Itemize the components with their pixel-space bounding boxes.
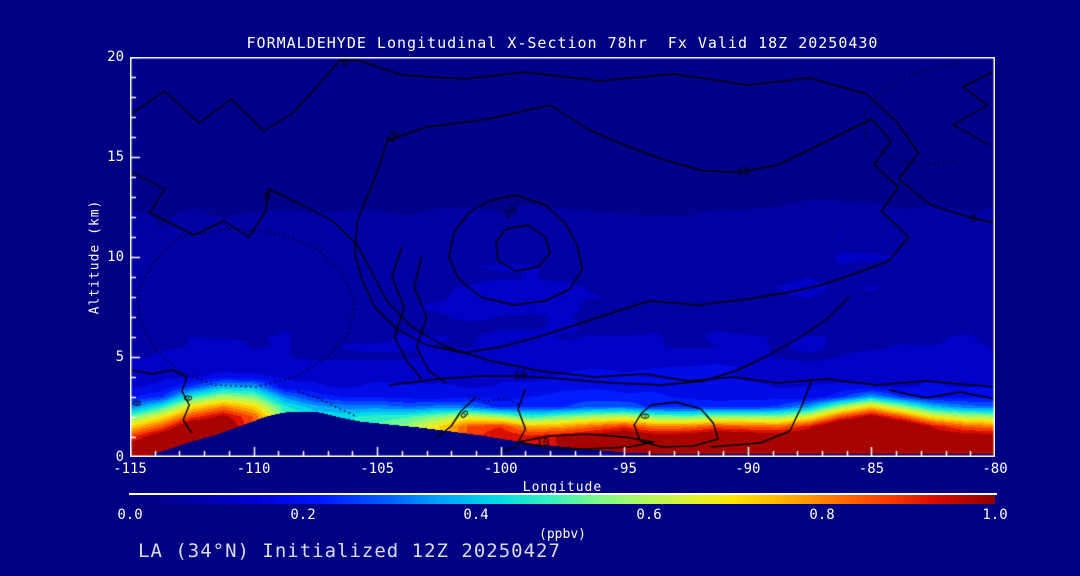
y-tick-label: 15 <box>107 149 124 165</box>
plot-area <box>130 57 995 457</box>
x-tick-label: -85 <box>858 461 885 477</box>
y-tick-label: 20 <box>107 49 124 65</box>
x-tick-label: -100 <box>483 461 518 477</box>
colorbar-top-rule <box>129 493 997 495</box>
colorbar-unit-label: (ppbv) <box>539 527 586 542</box>
y-tick-label: 10 <box>107 249 124 265</box>
x-tick-label: -80 <box>982 461 1008 477</box>
colorbar-tick-label: 0.0 <box>117 507 143 523</box>
init-info-text: LA (34°N) Initialized 12Z 20250427 <box>138 540 561 562</box>
chart-title: FORMALDEHYDE Longitudinal X-Section 78hr… <box>246 34 879 52</box>
x-tick-label: -95 <box>611 461 637 477</box>
y-tick-label: 0 <box>115 449 124 465</box>
x-tick-label: -105 <box>360 461 394 477</box>
y-tick-label: 5 <box>115 349 124 365</box>
x-tick-label: -115 <box>113 461 147 477</box>
colorbar <box>130 495 995 504</box>
cross-section-plot <box>130 57 995 457</box>
colorbar-tick-label: 0.4 <box>463 507 489 523</box>
colorbar-tick-label: 1.0 <box>982 507 1008 523</box>
x-tick-label: -90 <box>735 461 761 477</box>
x-tick-label: -110 <box>236 461 271 477</box>
colorbar-tick-label: 0.8 <box>809 507 835 523</box>
x-axis-label: Longitude <box>522 480 603 495</box>
colorbar-tick-label: 0.6 <box>636 507 662 523</box>
colorbar-tick-label: 0.2 <box>290 507 316 523</box>
